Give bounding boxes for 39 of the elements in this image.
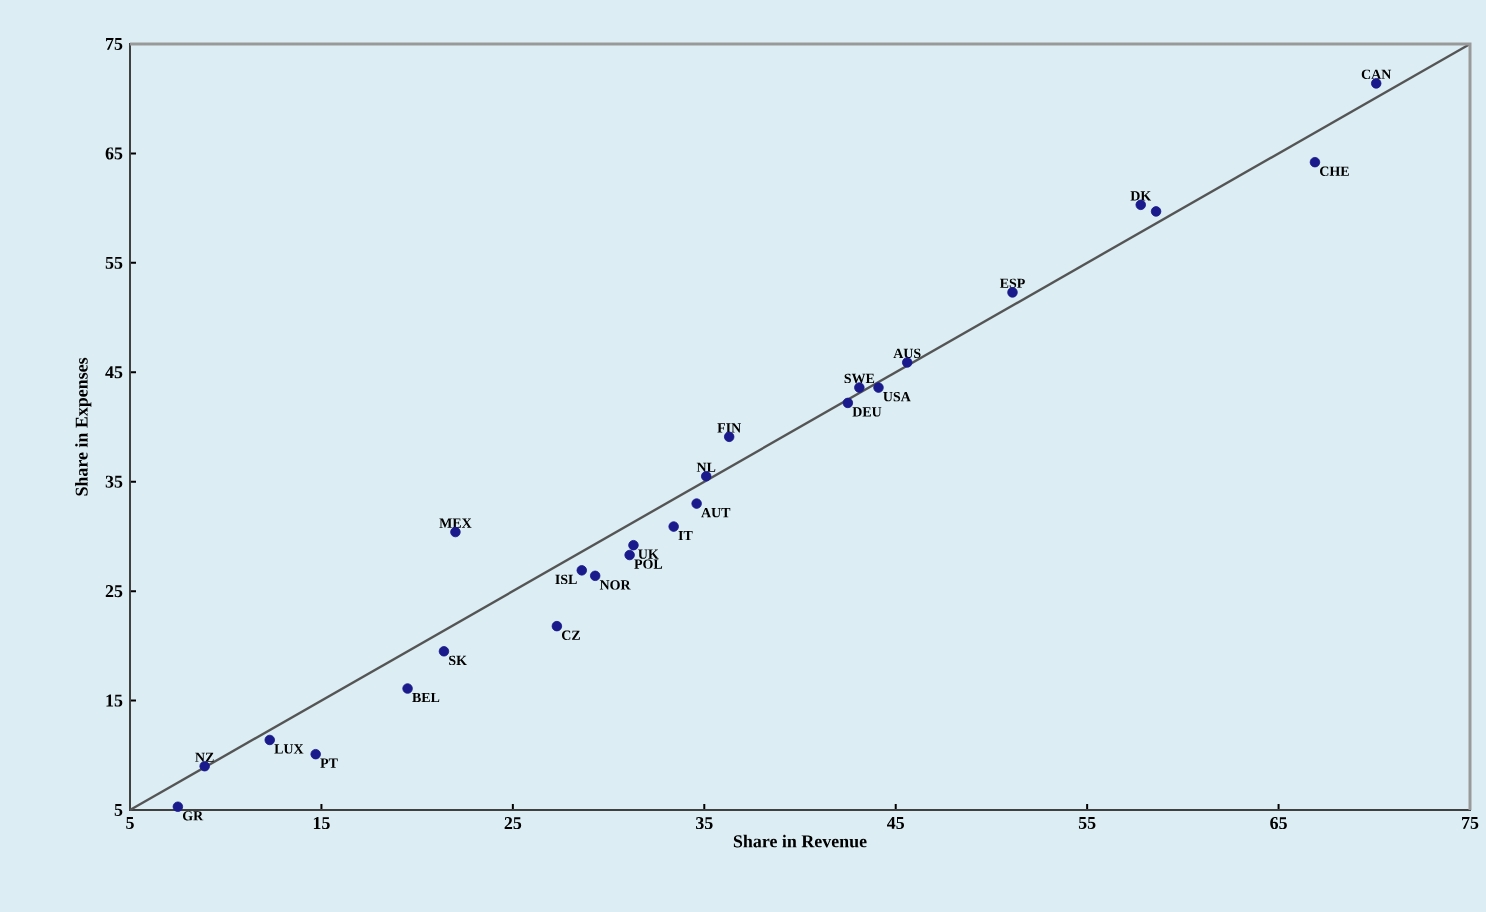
- point: [1150, 206, 1162, 217]
- x-tick-label: 15: [313, 817, 330, 830]
- point: [902, 357, 913, 368]
- x-tick-label: 55: [1078, 817, 1096, 829]
- x-tick-label: 25: [504, 817, 522, 830]
- x-tick-label: 35: [696, 817, 713, 830]
- y-tick-label: 25: [105, 585, 123, 598]
- x-tick-label: 75: [1462, 817, 1479, 829]
- point: [1007, 287, 1018, 298]
- point: [589, 570, 601, 582]
- point: [1309, 156, 1321, 168]
- point: [310, 748, 321, 760]
- point: [551, 620, 563, 632]
- y-tick-label: 15: [106, 694, 123, 707]
- point: [701, 471, 712, 482]
- y-tick-label: 45: [105, 366, 123, 379]
- x-tick-label: 65: [1270, 817, 1287, 830]
- y-tick-label: 35: [105, 475, 123, 488]
- point: [172, 801, 184, 812]
- point: [628, 539, 639, 551]
- point: [264, 734, 275, 746]
- point: [402, 683, 413, 694]
- point: [668, 521, 679, 532]
- y-tick-label: 55: [105, 256, 123, 269]
- point: [576, 565, 587, 576]
- point: [691, 498, 702, 509]
- y-tick-label: 65: [105, 147, 123, 160]
- point: [873, 382, 884, 393]
- point: [438, 646, 450, 657]
- point: [199, 761, 210, 772]
- x-axis-title: Share in Revenue: [733, 834, 867, 848]
- y-axis-title: Share in Expenses: [75, 357, 92, 496]
- x-tick-label: 5: [126, 817, 134, 829]
- point: [624, 549, 635, 561]
- point: [842, 397, 854, 409]
- y-tick-label: 75: [106, 38, 123, 50]
- point: [1371, 78, 1382, 89]
- x-tick-label: 45: [887, 817, 905, 830]
- y-tick-label: 5: [114, 804, 123, 816]
